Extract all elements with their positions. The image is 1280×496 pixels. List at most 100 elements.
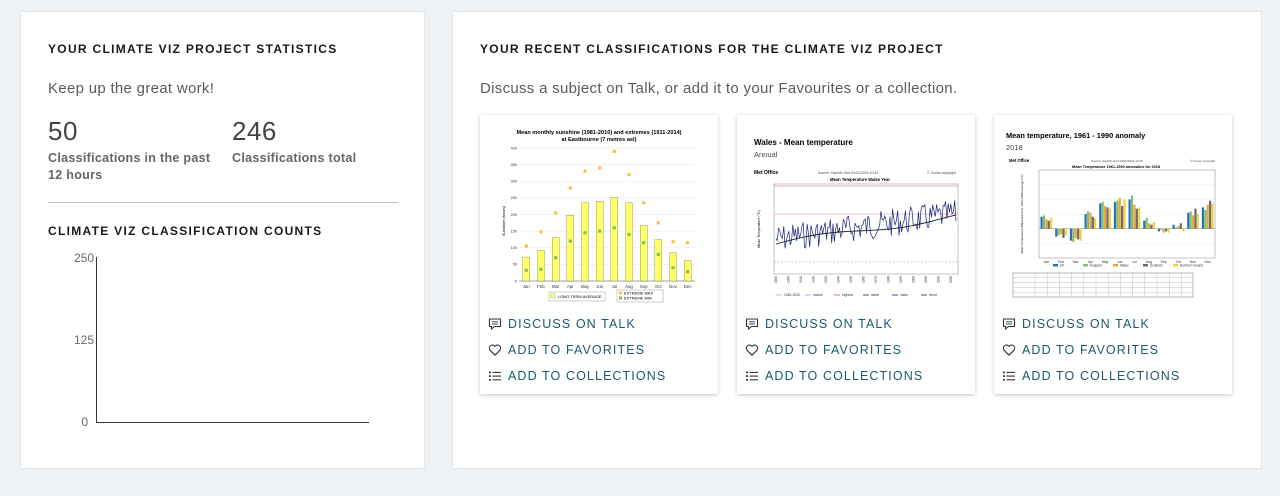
svg-text:1960: 1960 (862, 276, 866, 283)
svg-text:Oct: Oct (655, 284, 662, 289)
svg-text:1930: 1930 (824, 276, 828, 283)
svg-text:Feb: Feb (1058, 260, 1064, 264)
svg-text:1910: 1910 (799, 276, 803, 283)
svg-text:2030: 2030 (949, 276, 953, 283)
subject-card: Mean temperature, 1961 - 1990 anomaly 20… (994, 115, 1232, 394)
svg-text:Mean Temperature difference fr: Mean Temperature difference from 1961-19… (1020, 175, 1024, 254)
svg-text:Scotland: Scotland (1150, 264, 1163, 268)
svg-text:Jun: Jun (596, 284, 604, 289)
add-to-favorites-button[interactable]: ADD TO FAVORITES (488, 340, 645, 360)
svg-text:Apr: Apr (567, 284, 574, 289)
svg-text:1990: 1990 (899, 276, 903, 283)
svg-text:Mar: Mar (552, 284, 560, 289)
svg-text:Wales - Mean temperature: Wales - Mean temperature (754, 138, 853, 147)
subject-thumbnail[interactable]: Wales - Mean temperature Annual Met Offi… (744, 121, 968, 303)
svg-text:Jul: Jul (1132, 260, 1137, 264)
heart-icon (488, 344, 502, 356)
svg-text:1920: 1920 (812, 276, 816, 283)
statistics-heading: YOUR CLIMATE VIZ PROJECT STATISTICS (48, 42, 338, 56)
svg-text:Nov: Nov (669, 284, 677, 289)
svg-text:Sunshine (hours): Sunshine (hours) (501, 205, 506, 236)
recent-classifications-heading: YOUR RECENT CLASSIFICATIONS FOR THE CLIM… (480, 42, 944, 56)
classification-counts-chart: 250 125 0 (74, 252, 369, 429)
svg-text:latest: latest (871, 293, 879, 297)
svg-text:Met Office: Met Office (1009, 158, 1030, 163)
svg-text:LONG TERM AVERAGE: LONG TERM AVERAGE (558, 294, 602, 299)
subject-thumbnail[interactable]: Mean temperature, 1961 - 1990 anomaly 20… (1001, 121, 1225, 303)
svg-text:Mean Temperature 1961-1990 ano: Mean Temperature 1961-1990 anomalies for… (1072, 165, 1160, 169)
svg-text:Mean Temperature Wales Year: Mean Temperature Wales Year (830, 177, 890, 182)
svg-text:Northern Ireland: Northern Ireland (1180, 264, 1203, 268)
svg-text:Nov: Nov (1190, 260, 1196, 264)
svg-text:EXTREME MIN: EXTREME MIN (624, 296, 652, 301)
svg-text:Aug: Aug (1146, 260, 1152, 264)
y-tick-125: 125 (74, 333, 94, 347)
svg-text:400: 400 (511, 146, 517, 150)
add-to-favorites-button[interactable]: ADD TO FAVORITES (745, 340, 902, 360)
svg-text:Mean Temperature (°C): Mean Temperature (°C) (757, 210, 761, 248)
svg-text:1940: 1940 (837, 276, 841, 283)
svg-text:EXTREME MAX: EXTREME MAX (624, 291, 653, 296)
svg-text:highest: highest (842, 293, 853, 297)
svg-text:Source: HadUK-Grid 23/01/2023: Source: HadUK-Grid 23/01/2023 14:29 (1091, 159, 1143, 163)
add-to-collections-button[interactable]: ADD TO COLLECTIONS (1002, 366, 1180, 386)
y-tick-250: 250 (74, 252, 94, 265)
svg-text:© Crown copyright: © Crown copyright (927, 171, 956, 175)
svg-text:Mean temperature, 1961 - 1990: Mean temperature, 1961 - 1990 anomaly (1006, 131, 1146, 140)
svg-text:1950: 1950 (849, 276, 853, 283)
subject-card: Mean monthly sunshine (1981-2010) and ex… (480, 115, 718, 394)
talk-bubble-icon (1002, 318, 1016, 331)
svg-text:2000: 2000 (912, 276, 916, 283)
svg-text:Sep: Sep (640, 284, 648, 289)
add-to-favorites-button[interactable]: ADD TO FAVORITES (1002, 340, 1159, 360)
total-classifications-count: 246 (232, 116, 277, 146)
svg-text:Source: HadUK-Grid 01/01/2024: Source: HadUK-Grid 01/01/2024 10:42 (818, 171, 878, 175)
svg-text:200: 200 (511, 213, 517, 217)
svg-text:Dec: Dec (684, 284, 692, 289)
recent-classifications-label: Classifications in the past 12 hours (48, 151, 211, 182)
recent-classifications-panel: YOUR RECENT CLASSIFICATIONS FOR THE CLIM… (452, 11, 1262, 469)
svg-text:100: 100 (511, 246, 517, 250)
discuss-on-talk-button[interactable]: DISCUSS ON TALK (1002, 314, 1150, 334)
svg-text:England: England (1090, 264, 1102, 268)
discuss-on-talk-button[interactable]: DISCUSS ON TALK (488, 314, 636, 334)
svg-text:Dec: Dec (1205, 260, 1211, 264)
svg-text:1961-2020: 1961-2020 (784, 293, 800, 297)
svg-text:Jun: Jun (1117, 260, 1123, 264)
heart-icon (1002, 344, 1016, 356)
svg-text:Sep: Sep (1161, 260, 1167, 264)
svg-text:lowest: lowest (813, 293, 823, 297)
svg-text:Met Office: Met Office (754, 170, 778, 176)
svg-text:2020: 2020 (937, 276, 941, 283)
recent-classifications-instructions: Discuss a subject on Talk, or add it to … (480, 80, 958, 97)
svg-text:Feb: Feb (537, 284, 545, 289)
svg-text:trend: trend (929, 293, 937, 297)
add-to-collections-button[interactable]: ADD TO COLLECTIONS (745, 366, 923, 386)
list-icon (1003, 371, 1015, 381)
classification-counts-heading: CLIMATE VIZ CLASSIFICATION COUNTS (48, 224, 323, 238)
svg-text:© Crown copyright: © Crown copyright (1190, 159, 1215, 163)
svg-text:at Eastbourne (7 metres asl): at Eastbourne (7 metres asl) (562, 137, 637, 143)
svg-text:Annual: Annual (754, 150, 778, 159)
list-icon (746, 371, 758, 381)
divider (48, 202, 398, 203)
svg-text:2010: 2010 (924, 276, 928, 283)
discuss-on-talk-button[interactable]: DISCUSS ON TALK (745, 314, 893, 334)
svg-text:Mean monthly sunshine (1981-20: Mean monthly sunshine (1981-2010) and ex… (516, 130, 681, 136)
subject-card: Wales - Mean temperature Annual Met Offi… (737, 115, 975, 394)
svg-text:UK: UK (1060, 264, 1065, 268)
talk-bubble-icon (488, 318, 502, 331)
svg-text:Oct: Oct (1176, 260, 1181, 264)
recent-classifications-count: 50 (48, 116, 78, 146)
talk-bubble-icon (745, 318, 759, 331)
svg-text:350: 350 (511, 163, 517, 167)
svg-text:1980: 1980 (887, 276, 891, 283)
heart-icon (745, 344, 759, 356)
subject-thumbnail[interactable]: Mean monthly sunshine (1981-2010) and ex… (487, 121, 711, 303)
svg-text:2018: 2018 (1006, 143, 1023, 152)
add-to-collections-button[interactable]: ADD TO COLLECTIONS (488, 366, 666, 386)
svg-text:Jan: Jan (523, 284, 531, 289)
svg-text:Apr: Apr (1088, 260, 1094, 264)
svg-text:250: 250 (511, 196, 517, 200)
list-icon (489, 371, 501, 381)
